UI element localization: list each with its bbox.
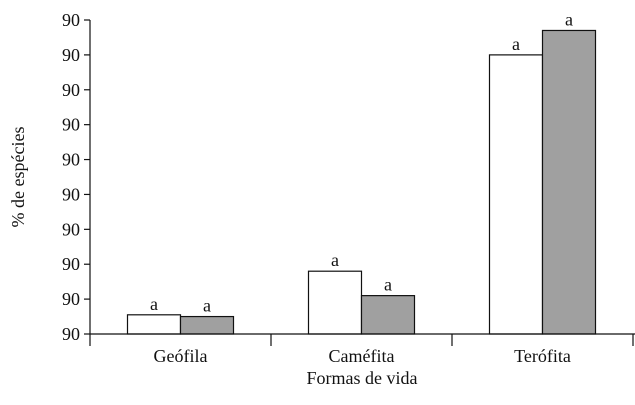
y-tick-label: 90 bbox=[62, 80, 80, 100]
y-tick-label: 90 bbox=[62, 115, 80, 135]
x-category-label: Caméfita bbox=[329, 346, 395, 366]
x-axis-title: Formas de vida bbox=[307, 368, 418, 388]
y-tick-label: 90 bbox=[62, 289, 80, 309]
y-tick-label: 90 bbox=[62, 219, 80, 239]
x-category-label: Terófita bbox=[514, 346, 571, 366]
bars-group bbox=[126, 29, 597, 335]
y-axis-ticks: 90 90 90 90 90 90 90 90 90 90 bbox=[62, 10, 90, 344]
y-tick-label: 90 bbox=[62, 184, 80, 204]
y-tick-label: 90 bbox=[62, 324, 80, 344]
bar bbox=[126, 314, 182, 335]
y-tick-label: 90 bbox=[62, 10, 80, 30]
bar-data-label: a bbox=[150, 294, 158, 314]
bar-data-label: a bbox=[384, 275, 392, 295]
bar bbox=[360, 295, 416, 335]
bar bbox=[488, 54, 544, 335]
bar-data-label: a bbox=[565, 9, 573, 29]
bar-data-label: a bbox=[203, 296, 211, 316]
bar bbox=[307, 270, 363, 335]
x-axis-ticks: Geófila Caméfita Terófita bbox=[89, 334, 634, 366]
bar-data-label: a bbox=[331, 250, 339, 270]
bar bbox=[541, 29, 597, 335]
y-tick-label: 90 bbox=[62, 254, 80, 274]
bar-data-label: a bbox=[512, 34, 520, 54]
y-tick-label: 90 bbox=[62, 150, 80, 170]
data-labels-group: a a a a a a bbox=[150, 9, 573, 315]
bar bbox=[179, 315, 235, 335]
x-category-label: Geófila bbox=[154, 346, 208, 366]
y-tick-label: 90 bbox=[62, 45, 80, 65]
y-axis-title: % de espécies bbox=[8, 127, 28, 228]
